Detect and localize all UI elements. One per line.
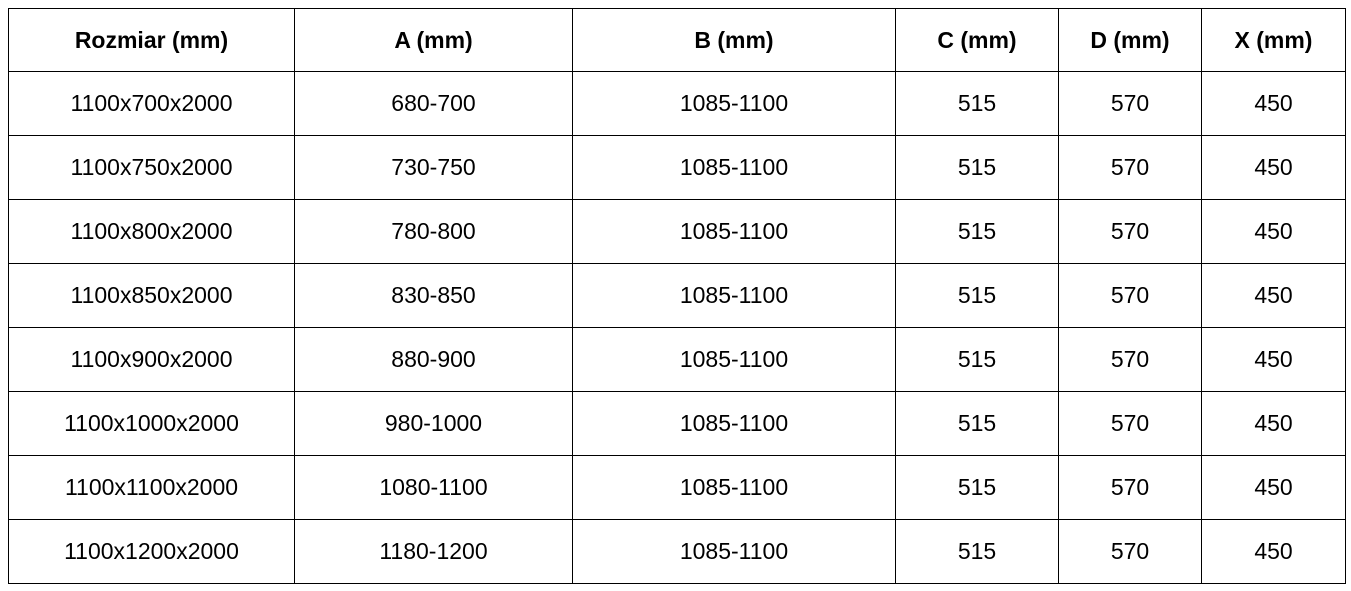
cell-a: 980-1000 [294, 391, 573, 456]
cell-d: 570 [1058, 199, 1202, 264]
cell-x: 450 [1201, 391, 1346, 456]
table-row: 1100x1000x2000 980-1000 1085-1100 515 570 450 [8, 391, 1346, 456]
cell-d: 570 [1058, 135, 1202, 200]
table-row: 1100x850x2000 830-850 1085-1100 515 570 450 [8, 263, 1346, 328]
column-header-a: A (mm) [294, 8, 573, 72]
table-row: 1100x750x2000 730-750 1085-1100 515 570 450 [8, 135, 1346, 200]
cell-c: 515 [895, 263, 1059, 328]
column-header-size: Rozmiar (mm) [8, 8, 295, 72]
cell-a: 1180-1200 [294, 519, 573, 584]
cell-a: 780-800 [294, 199, 573, 264]
cell-a: 1080-1100 [294, 455, 573, 520]
cell-size: 1100x750x2000 [8, 135, 295, 200]
cell-b: 1085-1100 [572, 327, 896, 392]
cell-b: 1085-1100 [572, 519, 896, 584]
cell-d: 570 [1058, 391, 1202, 456]
cell-c: 515 [895, 135, 1059, 200]
table-row: 1100x1200x2000 1180-1200 1085-1100 515 570 45… [8, 519, 1346, 584]
cell-x: 450 [1201, 71, 1346, 136]
cell-a: 880-900 [294, 327, 573, 392]
table-row: 1100x800x2000 780-800 1085-1100 515 570 450 [8, 199, 1346, 264]
header-row: Rozmiar (mm) A (mm) B (mm) C (mm) D (mm) X (m… [8, 8, 1346, 72]
table-row: 1100x1100x2000 1080-1100 1085-1100 515 570 45… [8, 455, 1346, 520]
cell-b: 1085-1100 [572, 199, 896, 264]
cell-d: 570 [1058, 71, 1202, 136]
cell-d: 570 [1058, 263, 1202, 328]
cell-d: 570 [1058, 519, 1202, 584]
column-header-x: X (mm) [1201, 8, 1346, 72]
cell-x: 450 [1201, 327, 1346, 392]
table-row: 1100x700x2000 680-700 1085-1100 515 570 450 [8, 71, 1346, 136]
cell-x: 450 [1201, 135, 1346, 200]
cell-size: 1100x900x2000 [8, 327, 295, 392]
cell-b: 1085-1100 [572, 71, 896, 136]
cell-a: 680-700 [294, 71, 573, 136]
cell-x: 450 [1201, 199, 1346, 264]
cell-b: 1085-1100 [572, 263, 896, 328]
cell-c: 515 [895, 455, 1059, 520]
cell-c: 515 [895, 327, 1059, 392]
cell-c: 515 [895, 391, 1059, 456]
cell-x: 450 [1201, 455, 1346, 520]
dimensions-table: Rozmiar (mm) A (mm) B (mm) C (mm) D (mm) X (m… [8, 8, 1346, 584]
cell-x: 450 [1201, 263, 1346, 328]
cell-size: 1100x800x2000 [8, 199, 295, 264]
cell-size: 1100x1200x2000 [8, 519, 295, 584]
cell-b: 1085-1100 [572, 391, 896, 456]
table-row: 1100x900x2000 880-900 1085-1100 515 570 450 [8, 327, 1346, 392]
cell-a: 830-850 [294, 263, 573, 328]
column-header-c: C (mm) [895, 8, 1059, 72]
cell-size: 1100x850x2000 [8, 263, 295, 328]
column-header-d: D (mm) [1058, 8, 1202, 72]
cell-c: 515 [895, 519, 1059, 584]
cell-b: 1085-1100 [572, 455, 896, 520]
cell-c: 515 [895, 71, 1059, 136]
cell-size: 1100x1100x2000 [8, 455, 295, 520]
cell-a: 730-750 [294, 135, 573, 200]
cell-d: 570 [1058, 455, 1202, 520]
cell-d: 570 [1058, 327, 1202, 392]
cell-c: 515 [895, 199, 1059, 264]
cell-size: 1100x1000x2000 [8, 391, 295, 456]
cell-x: 450 [1201, 519, 1346, 584]
cell-size: 1100x700x2000 [8, 71, 295, 136]
column-header-b: B (mm) [572, 8, 896, 72]
cell-b: 1085-1100 [572, 135, 896, 200]
